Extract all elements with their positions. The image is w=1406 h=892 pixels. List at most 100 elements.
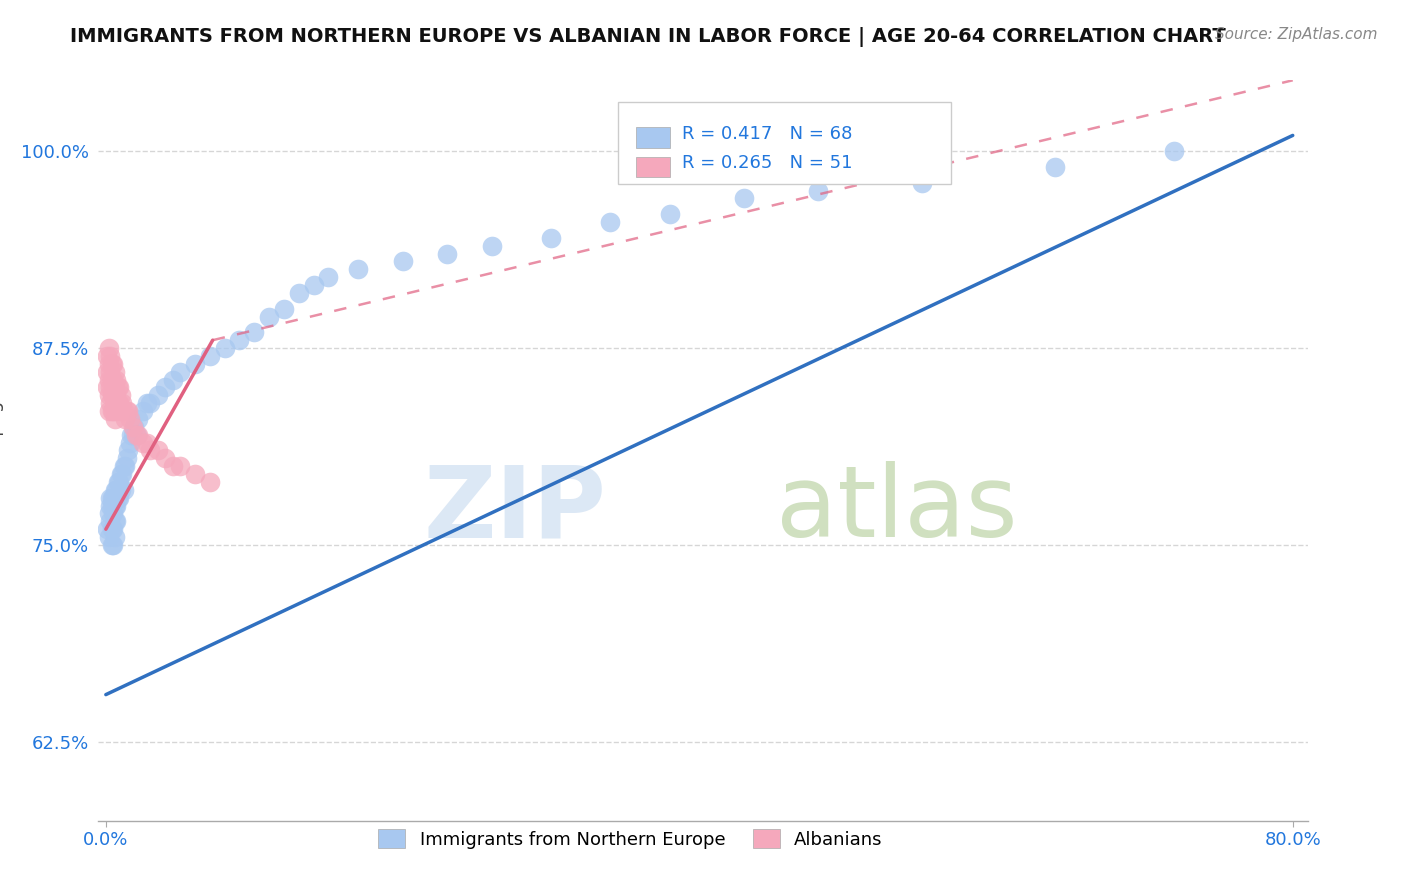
Point [107, 380, 129, 394]
Point [121, 420, 143, 434]
Point [103, 507, 125, 521]
Point [98, 349, 121, 363]
Bar [637, 127, 671, 148]
Point [658, 207, 681, 221]
Point [184, 357, 207, 371]
Point [110, 483, 132, 497]
Point [111, 467, 134, 481]
Point [96, 349, 118, 363]
Point [103, 388, 125, 402]
Point [110, 404, 132, 418]
Point [228, 333, 250, 347]
Point [98, 499, 121, 513]
Point [98, 380, 121, 394]
Point [273, 301, 295, 316]
Point [100, 388, 122, 402]
Point [97, 357, 120, 371]
Point [110, 388, 132, 402]
Point [733, 191, 755, 205]
Point [347, 262, 370, 277]
Point [96, 365, 118, 379]
Point [540, 231, 562, 245]
Point [243, 326, 266, 340]
Text: R = 0.265   N = 51: R = 0.265 N = 51 [682, 154, 853, 172]
Point [103, 491, 125, 505]
FancyBboxPatch shape [619, 103, 950, 184]
Point [139, 396, 162, 410]
Point [287, 285, 309, 300]
Point [108, 491, 131, 505]
Point [115, 404, 138, 418]
Point [107, 491, 129, 505]
Point [118, 412, 141, 426]
Point [97, 404, 120, 418]
Y-axis label: In Labor Force | Age 20-64: In Labor Force | Age 20-64 [0, 331, 4, 570]
Point [105, 499, 128, 513]
Point [97, 388, 120, 402]
Point [146, 443, 169, 458]
Point [198, 349, 221, 363]
Point [436, 246, 458, 260]
Point [97, 530, 120, 544]
Point [105, 388, 128, 402]
Point [97, 507, 120, 521]
Point [124, 427, 146, 442]
Point [96, 380, 118, 394]
Point [911, 176, 934, 190]
Text: atlas: atlas [776, 461, 1017, 558]
Point [104, 530, 127, 544]
Point [481, 238, 503, 252]
Point [318, 270, 340, 285]
Point [103, 357, 125, 371]
Point [162, 459, 184, 474]
Point [112, 459, 135, 474]
Point [103, 522, 125, 536]
Point [104, 412, 127, 426]
Point [127, 427, 149, 442]
Point [117, 443, 139, 458]
Point [104, 380, 127, 394]
Point [105, 373, 128, 387]
Legend: Immigrants from Northern Europe, Albanians: Immigrants from Northern Europe, Albania… [371, 822, 890, 856]
Point [100, 538, 122, 552]
Point [214, 341, 236, 355]
Point [97, 373, 120, 387]
Point [100, 491, 122, 505]
Point [257, 310, 280, 324]
Point [169, 365, 191, 379]
Point [1163, 144, 1185, 158]
Point [105, 404, 128, 418]
Point [104, 396, 127, 410]
Point [120, 427, 142, 442]
Text: ZIP: ZIP [423, 461, 606, 558]
Point [184, 467, 207, 481]
Point [97, 341, 120, 355]
Point [104, 483, 127, 497]
Text: IMMIGRANTS FROM NORTHERN EUROPE VS ALBANIAN IN LABOR FORCE | AGE 20-64 CORRELATI: IMMIGRANTS FROM NORTHERN EUROPE VS ALBAN… [70, 27, 1226, 46]
Point [112, 404, 135, 418]
Point [100, 522, 122, 536]
Point [136, 435, 159, 450]
Point [807, 184, 830, 198]
Point [98, 365, 121, 379]
Point [121, 427, 143, 442]
Point [104, 499, 127, 513]
Point [198, 475, 221, 489]
Point [391, 254, 413, 268]
Point [118, 435, 141, 450]
Point [100, 499, 122, 513]
Point [103, 373, 125, 387]
Point [98, 491, 121, 505]
Point [107, 396, 129, 410]
Point [117, 404, 139, 418]
Point [103, 404, 125, 418]
Point [1045, 160, 1067, 174]
Point [115, 451, 138, 466]
Point [98, 514, 121, 528]
Point [136, 396, 159, 410]
Point [111, 396, 134, 410]
Point [146, 388, 169, 402]
Point [108, 396, 131, 410]
Point [153, 380, 176, 394]
Point [599, 215, 621, 229]
